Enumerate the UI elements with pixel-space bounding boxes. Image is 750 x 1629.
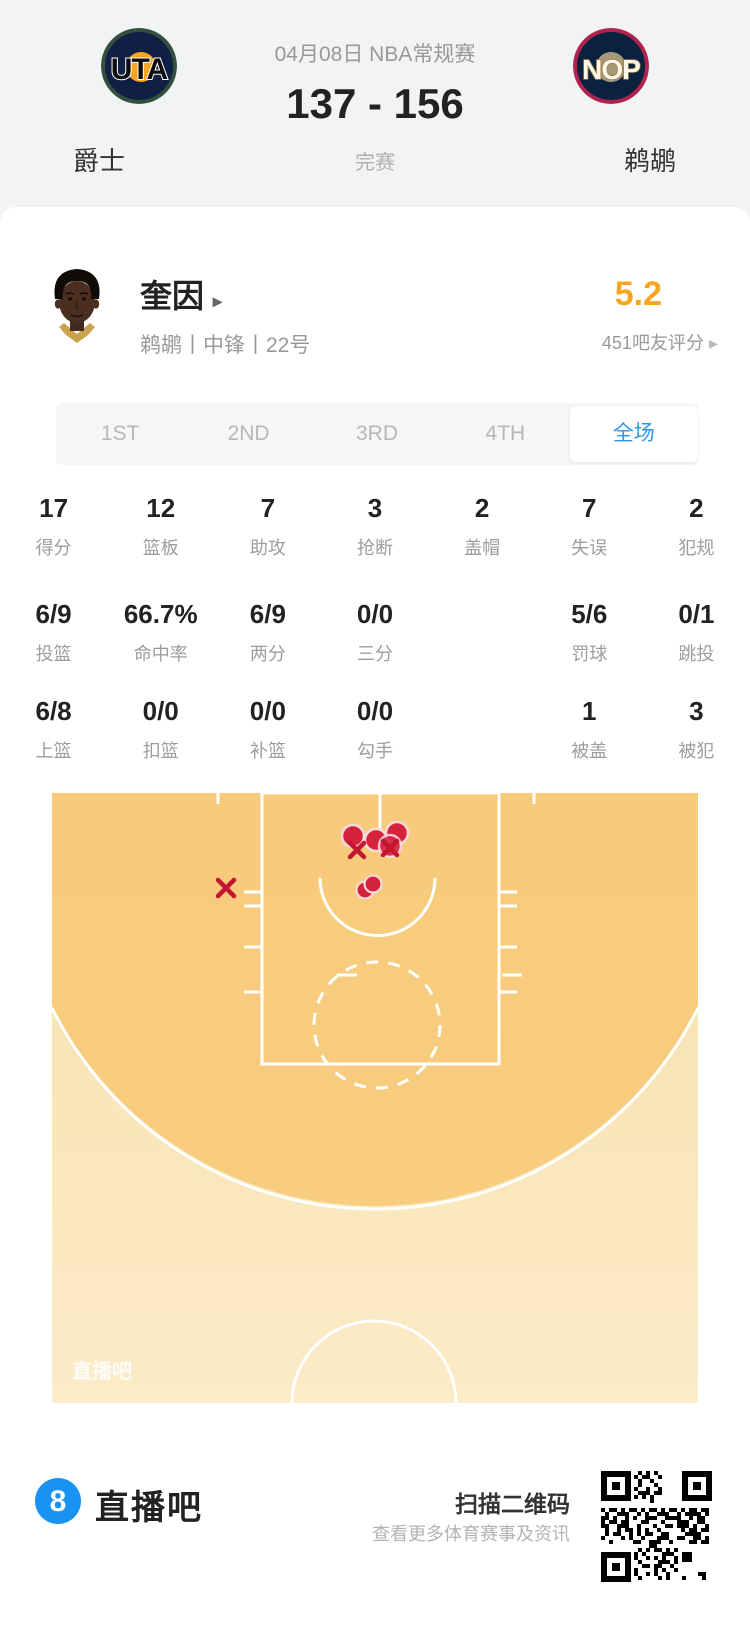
svg-text:NOP: NOP <box>582 54 640 85</box>
svg-text:UTA: UTA <box>111 53 168 86</box>
svg-text:直播吧: 直播吧 <box>72 1359 132 1383</box>
